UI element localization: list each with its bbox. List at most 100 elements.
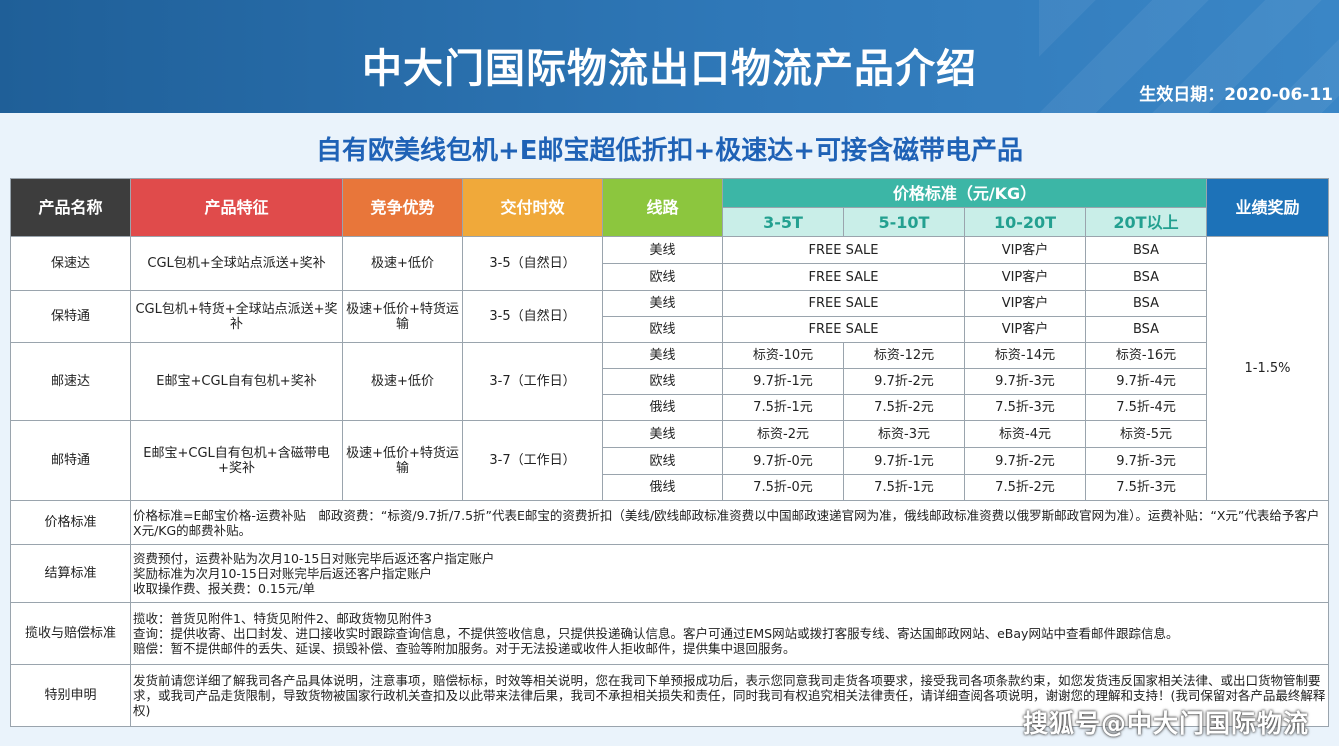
tier-header: 20T以上 [1084,207,1208,237]
price-cell: BSA [1084,316,1208,343]
price-cell: FREE SALE [722,236,965,264]
table-row: 保速达 CGL包机+全球站点派送+奖补 极速+低价 3-5（自然日） 美线 FR… [10,236,1330,501]
price-cell: 9.7折-3元 [964,368,1086,395]
product-advantage: 极速+低价+特货运输 [342,290,463,343]
note-text: 发货前请您详细了解我司各产品具体说明，注意事项，赔偿标标，时效等相关说明，您在我… [129,664,1330,727]
page-title: 中大门国际物流出口物流产品介绍 [362,46,977,92]
header-banner [0,0,1339,113]
route-cell: 美线 [602,290,723,317]
note-row: 价格标准 价格标准=E邮宝价格-运费补贴 邮政资费：“标资/9.7折/7.5折”… [10,500,1330,545]
note-line: 收取操作费、报关费：0.15元/单 [133,581,316,596]
tier-header: 3-5T [722,207,844,237]
price-cell: 9.7折-3元 [1084,447,1208,475]
note-text: 揽收：普货见附件1、特货见附件2、邮政货物见附件3 查询：提供收寄、出口封发、进… [129,602,1330,665]
route-cell: 俄线 [602,474,723,501]
route-cell: 美线 [602,342,723,369]
table-row: 欧线 9.7折-1元 9.7折-2元 9.7折-3元 9.7折-4元 [11,368,1329,395]
route-cell: 美线 [602,236,723,264]
price-cell: 7.5折-1元 [722,394,844,421]
product-delivery: 3-5（自然日） [462,290,603,343]
banner-decoration [1039,0,1339,113]
price-cell: FREE SALE [722,316,965,343]
price-cell: 9.7折-1元 [843,447,965,475]
note-line: 查询：提供收寄、出口封发、进口接收实时跟踪查询信息，不提供签收信息，只提供投递确… [133,626,1179,641]
price-cell: VIP客户 [964,236,1086,264]
price-cell: 标资-3元 [843,420,965,448]
price-cell: 9.7折-2元 [964,447,1086,475]
product-delivery: 3-7（工作日） [462,420,603,501]
bonus-value: 1-1.5% [1206,236,1330,501]
price-cell: BSA [1084,263,1208,291]
note-label: 特别申明 [10,664,131,727]
price-cell: 9.7折-4元 [1084,368,1208,395]
col-header-route: 线路 [602,178,723,237]
effective-date: 生效日期：2020-06-11 [1139,85,1333,105]
price-cell: 标资-14元 [964,342,1086,369]
price-cell: FREE SALE [722,290,965,317]
product-name: 保特通 [10,290,131,343]
price-cell: 7.5折-3元 [1084,474,1208,501]
note-line: 发货前请您详细了解我司各产品具体说明，注意事项，赔偿标标，时效等相关说明，您在我… [133,673,1326,718]
product-delivery: 3-5（自然日） [462,236,603,291]
table-row: 欧线 FREE SALE VIP客户 BSA [11,263,1329,291]
price-cell: 7.5折-4元 [1084,394,1208,421]
product-feature: E邮宝+CGL自有包机+奖补 [130,342,343,421]
price-cell: BSA [1084,236,1208,264]
price-cell: FREE SALE [722,263,965,291]
route-cell: 俄线 [602,394,723,421]
table-row: 俄线 7.5折-0元 7.5折-1元 7.5折-2元 7.5折-3元 [11,474,1329,501]
price-cell: 标资-16元 [1084,342,1208,369]
route-cell: 美线 [602,420,723,448]
product-advantage: 极速+低价 [342,342,463,421]
table-row: 俄线 7.5折-1元 7.5折-2元 7.5折-3元 7.5折-4元 [11,394,1329,421]
note-row: 结算标准 资费预付，运费补贴为次月10-15日对账完毕后返还客户指定账户 奖励标… [10,544,1330,603]
price-cell: 7.5折-2元 [964,474,1086,501]
note-line: 价格标准=E邮宝价格-运费补贴 邮政资费：“标资/9.7折/7.5折”代表E邮宝… [133,507,1320,538]
product-feature: E邮宝+CGL自有包机+含磁带电+奖补 [130,420,343,501]
note-text: 资费预付，运费补贴为次月10-15日对账完毕后返还客户指定账户 奖励标准为次月1… [129,544,1330,603]
product-delivery: 3-7（工作日） [462,342,603,421]
price-cell: 7.5折-2元 [843,394,965,421]
price-cell: 9.7折-0元 [722,447,844,475]
col-header-bonus: 业绩奖励 [1206,178,1330,237]
product-name: 邮特通 [10,420,131,501]
note-row: 揽收与赔偿标准 揽收：普货见附件1、特货见附件2、邮政货物见附件3 查询：提供收… [10,602,1330,665]
price-cell: VIP客户 [964,316,1086,343]
price-cell: 7.5折-1元 [843,474,965,501]
price-cell: VIP客户 [964,290,1086,317]
note-label: 结算标准 [10,544,131,603]
note-text: 价格标准=E邮宝价格-运费补贴 邮政资费：“标资/9.7折/7.5折”代表E邮宝… [129,500,1330,545]
price-cell: 标资-10元 [722,342,844,369]
price-cell: 9.7折-2元 [843,368,965,395]
table-row: 保特通 CGL包机+特货+全球站点派送+奖补 极速+低价+特货运输 3-5（自然… [10,290,1329,343]
route-cell: 欧线 [602,368,723,395]
note-line: 赔偿：暂不提供邮件的丢失、延误、损毁补偿、查验等附加服务。对于无法投递或收件人拒… [133,641,796,656]
watermark: 搜狐号@中大门国际物流 [1022,709,1309,738]
product-name: 保速达 [10,236,131,291]
product-feature: CGL包机+全球站点派送+奖补 [130,236,343,291]
route-cell: 欧线 [602,316,723,343]
table-row: 邮速达 E邮宝+CGL自有包机+奖补 极速+低价 3-7（工作日） 美线 标资-… [10,342,1329,421]
note-label: 揽收与赔偿标准 [10,602,131,665]
col-header-delivery: 交付时效 [462,178,603,237]
price-cell: 标资-4元 [964,420,1086,448]
table-row: 欧线 9.7折-0元 9.7折-1元 9.7折-2元 9.7折-3元 [11,447,1329,475]
col-header-advantage: 竞争优势 [342,178,463,237]
route-cell: 欧线 [602,263,723,291]
price-cell: VIP客户 [964,263,1086,291]
col-header-name: 产品名称 [10,178,131,237]
table-row: 欧线 FREE SALE VIP客户 BSA [11,316,1329,343]
price-cell: 标资-12元 [843,342,965,369]
price-cell: 标资-5元 [1084,420,1208,448]
note-line: 奖励标准为次月10-15日对账完毕后返还客户指定账户 [133,566,432,581]
product-advantage: 极速+低价 [342,236,463,291]
page-subtitle: 自有欧美线包机+E邮宝超低折扣+极速达+可接含磁带电产品 [315,136,1024,166]
route-cell: 欧线 [602,447,723,475]
price-cell: BSA [1084,290,1208,317]
price-cell: 7.5折-0元 [722,474,844,501]
price-cell: 标资-2元 [722,420,844,448]
table-row: 邮特通 E邮宝+CGL自有包机+含磁带电+奖补 极速+低价+特货运输 3-7（工… [10,420,1329,501]
tier-header: 10-20T [964,207,1086,237]
price-cell: 9.7折-1元 [722,368,844,395]
product-table: 产品名称 产品特征 竞争优势 交付时效 线路 价格标准（元/KG） 业绩奖励 3… [10,178,1330,727]
